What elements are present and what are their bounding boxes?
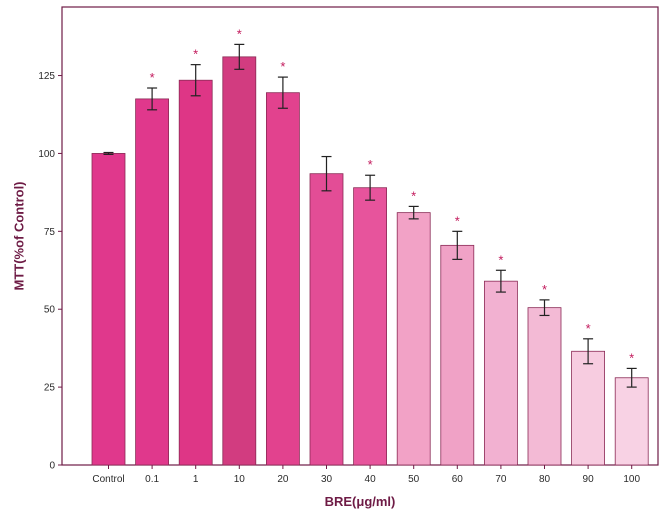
y-tick-label: 25 (44, 383, 56, 394)
x-tick-label: 1 (193, 474, 199, 485)
bar (614, 377, 649, 466)
y-tick-label: 50 (44, 305, 56, 316)
y-tick-label: 75 (44, 227, 56, 238)
x-tick-label: 100 (623, 474, 640, 485)
significance-markers: * * * * * * * * * * * (150, 26, 635, 365)
significance-star: * (368, 157, 373, 172)
x-tick-label: 20 (277, 474, 289, 485)
x-tick-label: 50 (408, 474, 420, 485)
y-axis: 0 25 50 75 100 125 (38, 71, 62, 472)
significance-star: * (498, 252, 503, 267)
significance-star: * (542, 282, 547, 297)
bars (91, 56, 649, 466)
significance-star: * (280, 59, 285, 74)
bar (309, 173, 344, 466)
bar (135, 98, 170, 466)
x-tick-label: 10 (234, 474, 246, 485)
significance-star: * (586, 321, 591, 336)
bar (440, 244, 475, 466)
significance-star: * (411, 188, 416, 203)
y-tick-label: 100 (38, 149, 55, 160)
x-tick-label: 30 (321, 474, 333, 485)
significance-star: * (237, 26, 242, 41)
x-axis-title: BRE(μg/ml) (325, 494, 396, 509)
significance-star: * (193, 47, 198, 62)
x-tick-label: 40 (365, 474, 377, 485)
y-axis-title: MTT(%of Control) (11, 181, 26, 290)
bar (178, 79, 213, 466)
bar (396, 212, 431, 466)
bar (353, 187, 388, 466)
significance-star: * (629, 350, 634, 365)
bar (265, 92, 300, 466)
bar (483, 280, 518, 466)
x-tick-label: Control (92, 474, 124, 485)
significance-star: * (455, 213, 460, 228)
x-tick-label: 70 (495, 474, 507, 485)
bar (91, 153, 126, 466)
bar (222, 56, 257, 466)
significance-star: * (150, 70, 155, 85)
bar (571, 350, 605, 466)
x-tick-label: 90 (583, 474, 595, 485)
bar (527, 307, 562, 466)
x-axis: Control 0.1 1 10 20 30 40 50 60 70 80 90 100 (92, 465, 640, 485)
x-tick-label: 0.1 (145, 474, 159, 485)
x-tick-label: 60 (452, 474, 464, 485)
y-tick-label: 0 (49, 461, 55, 472)
x-tick-label: 80 (539, 474, 551, 485)
error-bars (103, 43, 637, 388)
y-tick-label: 125 (38, 71, 55, 82)
